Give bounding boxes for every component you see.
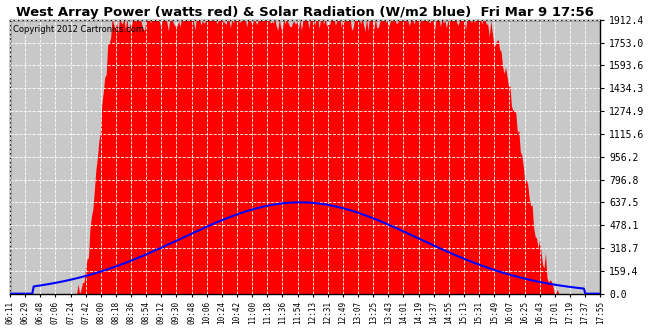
- Text: Copyright 2012 Cartronics.com: Copyright 2012 Cartronics.com: [13, 25, 144, 34]
- Title: West Array Power (watts red) & Solar Radiation (W/m2 blue)  Fri Mar 9 17:56: West Array Power (watts red) & Solar Rad…: [16, 6, 594, 18]
